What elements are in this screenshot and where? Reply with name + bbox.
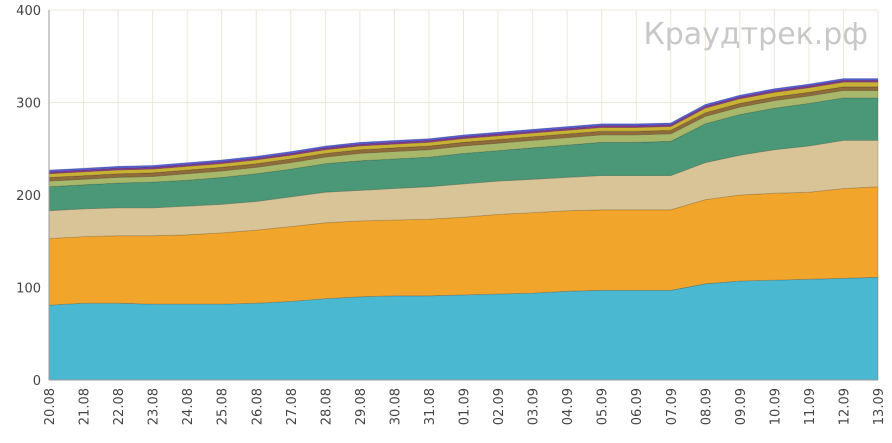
y-tick-labels: 0 100 200 300 400 bbox=[16, 4, 41, 389]
x-tick-label: 13.09 bbox=[872, 388, 887, 425]
x-tick-label: 25.08 bbox=[216, 388, 231, 425]
x-tick-label: 29.08 bbox=[354, 388, 369, 425]
x-tick-label: 01.09 bbox=[458, 388, 473, 425]
axes bbox=[48, 10, 878, 381]
series-area-9 bbox=[48, 78, 879, 173]
x-tick-label: 28.08 bbox=[319, 388, 334, 425]
x-tick-label: 10.09 bbox=[768, 388, 783, 425]
x-tick-label: 24.08 bbox=[181, 388, 196, 425]
x-tick-label: 06.09 bbox=[630, 388, 645, 425]
watermark-text: Краудтрек.рф bbox=[643, 17, 868, 52]
x-tick-label: 12.09 bbox=[837, 388, 852, 425]
series-areas bbox=[48, 78, 879, 381]
x-tick-label: 03.09 bbox=[527, 388, 542, 425]
x-tick-label: 31.08 bbox=[423, 388, 438, 425]
x-tick-label: 07.09 bbox=[665, 388, 680, 425]
x-tick-label: 26.08 bbox=[250, 388, 265, 425]
x-tick-label: 11.09 bbox=[803, 388, 818, 425]
x-tick-labels: 20.08 21.08 22.08 23.08 24.08 25.08 26.08 27.08… bbox=[43, 388, 887, 425]
y-tick-label: 400 bbox=[16, 4, 41, 19]
x-tick-label: 22.08 bbox=[112, 388, 127, 425]
x-tick-label: 23.08 bbox=[147, 388, 162, 425]
x-tick-label: 02.09 bbox=[492, 388, 507, 425]
series-area-6 bbox=[48, 86, 879, 182]
series-area-5 bbox=[48, 90, 879, 188]
y-tick-label: 0 bbox=[33, 374, 41, 389]
x-tick-label: 21.08 bbox=[78, 388, 93, 425]
y-tick-label: 300 bbox=[16, 97, 41, 112]
x-tick-label: 09.09 bbox=[734, 388, 749, 425]
series-area-2 bbox=[48, 186, 879, 306]
x-tick-label: 20.08 bbox=[43, 388, 58, 425]
x-tick-label: 08.09 bbox=[699, 388, 714, 425]
x-tick-label: 05.09 bbox=[596, 388, 611, 425]
y-tick-label: 200 bbox=[16, 189, 41, 204]
series-area-3 bbox=[48, 140, 879, 239]
y-tick-label: 100 bbox=[16, 282, 41, 297]
x-tick-label: 30.08 bbox=[388, 388, 403, 425]
x-tick-label: 04.09 bbox=[561, 388, 576, 425]
series-area-4 bbox=[48, 97, 879, 212]
x-tick-label: 27.08 bbox=[285, 388, 300, 425]
